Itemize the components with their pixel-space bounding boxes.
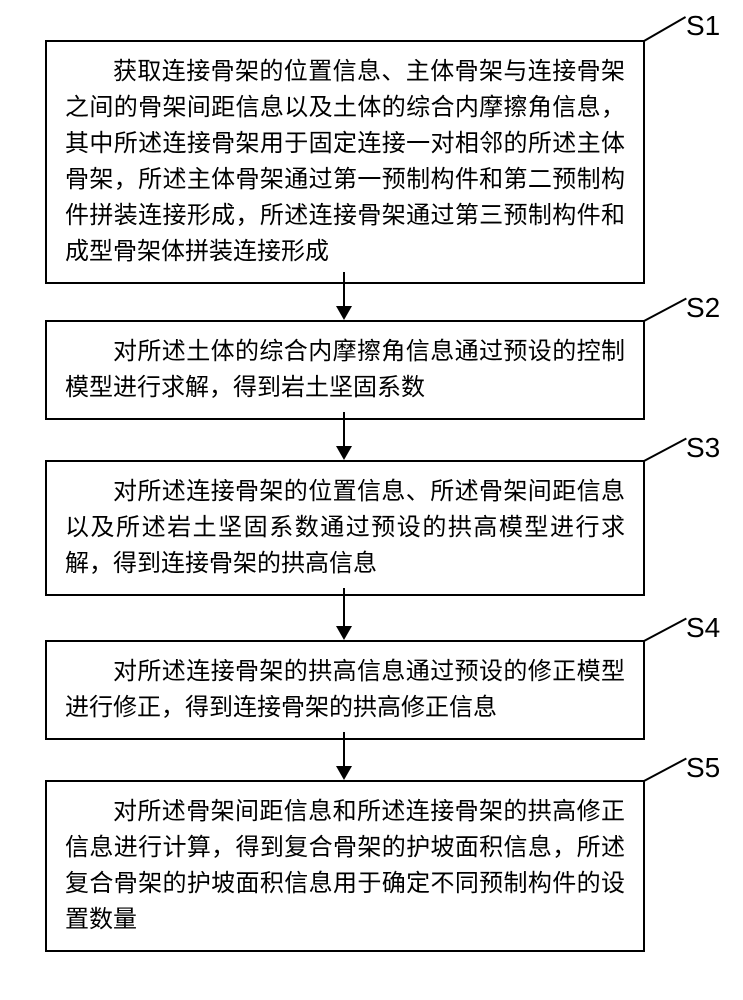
step-box-s1: 获取连接骨架的位置信息、主体骨架与连接骨架之间的骨架间距信息以及土体的综合内摩擦… (45, 40, 645, 284)
arrow-s2-s3 (343, 412, 345, 458)
step-label-s4: S4 (686, 612, 720, 644)
arrow-s1-s2 (343, 272, 345, 318)
step-box-s2: 对所述土体的综合内摩擦角信息通过预设的控制模型进行求解，得到岩土坚固系数 (45, 320, 645, 420)
step-box-s3: 对所述连接骨架的位置信息、所述骨架间距信息以及所述岩土坚固系数通过预设的拱高模型… (45, 460, 645, 596)
label-line-s1 (644, 16, 687, 42)
step-box-s4: 对所述连接骨架的拱高信息通过预设的修正模型进行修正，得到连接骨架的拱高修正信息 (45, 640, 645, 740)
arrow-s4-s5 (343, 732, 345, 778)
label-line-s4 (644, 618, 687, 642)
step-box-s5: 对所述骨架间距信息和所述连接骨架的拱高修正信息进行计算，得到复合骨架的护坡面积信… (45, 780, 645, 952)
step-label-s1: S1 (686, 10, 720, 42)
label-line-s2 (644, 298, 687, 322)
step-label-s5: S5 (686, 752, 720, 784)
label-line-s3 (644, 438, 687, 462)
step-text-s5: 对所述骨架间距信息和所述连接骨架的拱高修正信息进行计算，得到复合骨架的护坡面积信… (65, 794, 625, 938)
step-label-s3: S3 (686, 432, 720, 464)
step-label-s2: S2 (686, 292, 720, 324)
label-line-s5 (644, 758, 687, 782)
step-text-s1: 获取连接骨架的位置信息、主体骨架与连接骨架之间的骨架间距信息以及土体的综合内摩擦… (65, 54, 625, 270)
step-text-s3: 对所述连接骨架的位置信息、所述骨架间距信息以及所述岩土坚固系数通过预设的拱高模型… (65, 474, 625, 582)
flowchart-container: 获取连接骨架的位置信息、主体骨架与连接骨架之间的骨架间距信息以及土体的综合内摩擦… (0, 0, 743, 1000)
step-text-s4: 对所述连接骨架的拱高信息通过预设的修正模型进行修正，得到连接骨架的拱高修正信息 (65, 654, 625, 726)
step-text-s2: 对所述土体的综合内摩擦角信息通过预设的控制模型进行求解，得到岩土坚固系数 (65, 334, 625, 406)
arrow-s3-s4 (343, 588, 345, 638)
